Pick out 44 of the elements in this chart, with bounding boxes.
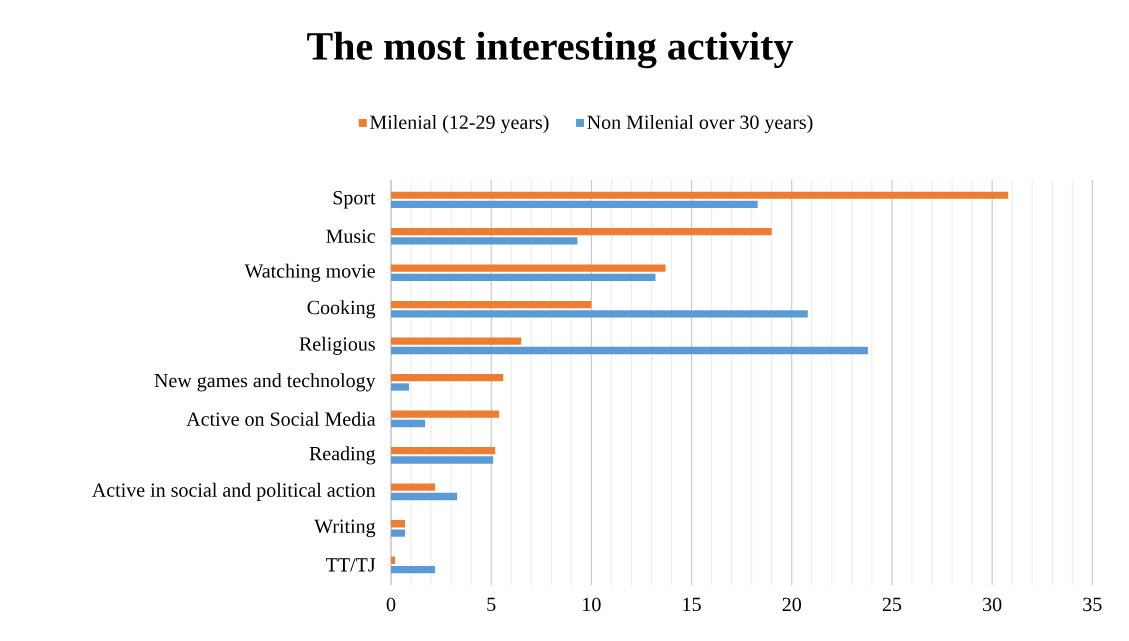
x-tick-label: 30 [983, 597, 1002, 612]
y-tick-label: Sport [333, 190, 376, 209]
bar [391, 237, 578, 245]
bar [391, 227, 772, 236]
bar [391, 337, 522, 345]
x-tick-label: 5 [487, 597, 496, 611]
x-tick-label: 20 [782, 597, 801, 612]
y-tick-label: Religious [299, 336, 375, 355]
bar [391, 300, 592, 309]
legend-label: Milenial (12-29 years) [370, 114, 549, 134]
y-tick-label: Active on Social Media [186, 411, 376, 426]
x-tick-label: 0 [386, 597, 396, 612]
legend-label: Non Milenial over 30 years) [587, 114, 813, 134]
bar [391, 529, 406, 537]
bar [391, 346, 868, 355]
y-tick-label: Active in social and political action [92, 482, 376, 501]
x-tick-label: 15 [683, 597, 701, 612]
x-tick-label: 35 [1083, 597, 1102, 612]
x-tick-label: 25 [882, 597, 902, 612]
x-tick-label: 10 [583, 597, 601, 612]
y-tick-label: Cooking [307, 300, 376, 319]
bar [391, 383, 410, 391]
y-tick-label: Writing [314, 519, 376, 538]
chart-title: The most interesting activity [307, 31, 794, 69]
y-tick-label: TT/TJ [325, 558, 376, 572]
bar [391, 492, 458, 501]
bar [391, 419, 426, 428]
bar [391, 273, 656, 282]
y-tick-label: New games and technology [154, 373, 376, 392]
bar [391, 410, 500, 418]
bar [391, 310, 808, 318]
bar [391, 191, 1009, 199]
bar [391, 483, 436, 491]
y-tick-label: Music [326, 229, 375, 243]
bar [391, 556, 396, 564]
bar [391, 447, 496, 455]
bar [391, 373, 504, 382]
bar [391, 456, 494, 464]
bar [391, 200, 758, 209]
bar [391, 520, 406, 528]
bar [391, 264, 666, 272]
y-tick-label: Watching movie [244, 263, 375, 282]
bar [391, 565, 436, 574]
y-tick-label: Reading [309, 446, 376, 465]
